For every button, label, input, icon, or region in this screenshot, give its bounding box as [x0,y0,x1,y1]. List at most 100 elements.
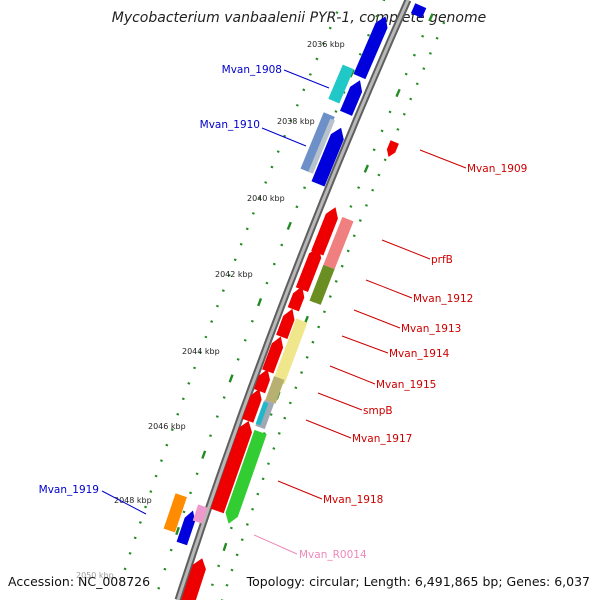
tick-dot [256,492,260,496]
tick-dot [289,119,293,123]
tick-dot [334,110,338,113]
tick-dot [193,366,197,370]
tick-dot [295,205,299,209]
tick-dot [276,150,280,153]
tick-dot [210,583,214,587]
tick-dot [395,88,401,98]
gene-arrow [253,369,270,394]
tick-dot [300,371,304,374]
gene-label-mvan-1910[interactable]: Mvan_1910 [200,119,260,131]
kbp-labels: 2036 kbp 2038 kbp 2040 kbp 2042 kbp 2044… [76,40,345,580]
tick-dot [159,459,163,463]
kbp-label: 2050 kbp [76,571,114,580]
gene-label-mvan-1912[interactable]: Mvan_1912 [413,293,473,305]
tick-dot [328,295,332,298]
tick-dot [243,338,247,342]
tick-dot [182,510,186,514]
gene-arrow [255,401,269,426]
gene-label-mvan-1909[interactable]: Mvan_1909 [467,163,527,175]
tick-dot [149,490,153,493]
tick-dot [123,567,127,571]
tick-dot [367,33,370,37]
tick-dot [404,72,408,76]
tick-dot [230,568,234,572]
kbp-label: 2038 kbp [277,117,315,126]
tick-dot [421,34,425,38]
tick-dot [363,164,370,173]
tick-dot [415,82,419,86]
gene-arrow [276,308,295,339]
tick-dot [245,523,249,526]
gene-label-mvan-1917[interactable]: Mvan_1917 [352,433,412,445]
gene-arrow [300,112,335,174]
gene-label-mvan-1908[interactable]: Mvan_1908 [222,64,282,76]
tick-dot [334,279,338,283]
tick-dot [328,26,332,30]
gene-arrow [210,421,252,514]
gene-arrow [181,558,206,600]
leader-line [283,69,330,89]
tick-dot [257,196,262,200]
leader-line [317,392,363,411]
tick-dot [358,52,362,56]
tick-dot [288,401,292,405]
tick-dot [280,243,284,247]
tick-dot [295,103,299,107]
tick-dot [322,310,326,314]
gene-label-mvan-1913[interactable]: Mvan_1913 [401,323,461,335]
backbone-inner [176,0,410,600]
tick-dot [428,13,434,22]
tick-dot [245,227,249,231]
gene-label-mvan-1915[interactable]: Mvan_1915 [376,379,436,391]
tick-dot [210,320,214,323]
tick-dot [229,526,233,530]
leader-line [341,335,389,354]
gene-label-mvan-1918[interactable]: Mvan_1918 [323,494,383,506]
gene-label-mvan-1914[interactable]: Mvan_1914 [389,348,450,360]
tick-dot [286,221,292,231]
tick-dot [163,567,167,571]
tick-dot [422,67,426,70]
gene-arrow [309,264,335,305]
accession-text: Accession: NC_008726 [8,574,150,589]
tick-dot [170,428,174,432]
tick-dot [409,97,413,101]
gene-arrow [328,64,354,104]
tick-dot [283,416,287,420]
gene-label-mvan-r0014[interactable]: Mvan_R0014 [299,549,367,561]
tick-dot [189,491,193,495]
map-title: Mycobacterium vanbaalenii PYR-1, complet… [112,10,487,26]
tick-dot [442,21,446,25]
tick-dot [322,42,325,45]
tick-dot [382,0,386,2]
gene-arrow [273,318,308,385]
tick-dot [272,262,276,266]
tick-dot [215,415,219,418]
tick-dot [181,397,185,401]
tick-dot [217,564,221,568]
leader-line [353,309,401,329]
tick-dot [308,73,312,76]
tick-dot [138,521,142,524]
tick-dot [225,583,229,587]
gene-arrow [287,286,305,312]
tick-dot [277,431,281,435]
tick-dot [349,205,353,208]
gene-label-mvan-1919[interactable]: Mvan_1919 [39,484,99,496]
tick-dot [371,188,375,192]
gene-label-smpb[interactable]: smpB [363,405,393,417]
gene-label-prfb[interactable]: prfB [431,254,453,266]
gene-labels: Mvan_1908 Mvan_1910 Mvan_1909 prfB Mvan_… [39,64,528,561]
gene-arrow [353,16,388,80]
genome-summary-text: Topology: circular; Length: 6,491,865 bp… [246,574,590,589]
tick-dot [222,542,228,552]
leader-line [101,490,147,515]
tick-dot [303,186,307,190]
tick-dot [165,443,169,447]
kbp-label: 2036 kbp [307,40,345,49]
tick-dot [269,413,273,416]
tick-dot [358,219,362,222]
tick-dot [201,450,207,459]
tick-dot [340,264,344,268]
